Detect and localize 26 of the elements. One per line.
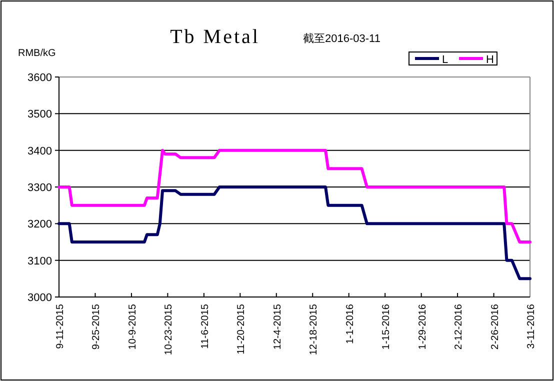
y-tick-label: 3200 — [28, 218, 52, 231]
y-tick-label: 3300 — [28, 182, 52, 194]
x-tick-label: 12-18-2015 — [308, 304, 320, 356]
x-tick-label: 1-29-2016 — [417, 304, 428, 350]
x-tick-label: 1-15-2016 — [381, 304, 392, 350]
x-tick-label: 2-12-2016 — [454, 304, 465, 350]
x-tick-label: 12-4-2015 — [272, 304, 284, 350]
chart-title: Tb Metal — [170, 26, 260, 48]
x-tick-label: 11-6-2015 — [200, 304, 211, 349]
chart-subtitle: 截至2016-03-11 — [303, 32, 380, 45]
x-tick-label: 9-25-2015 — [91, 304, 102, 350]
y-tick-label: 3000 — [28, 292, 52, 304]
x-tick-label: 3-11-2016 — [526, 304, 537, 349]
x-tick-label: 10-23-2015 — [164, 304, 175, 356]
y-axis-title: RMB/kG — [18, 48, 56, 59]
y-tick-label: 3500 — [28, 108, 52, 121]
x-tick-label: 9-11-2015 — [55, 304, 66, 349]
x-tick-label: 2-26-2016 — [490, 304, 501, 350]
legend-label: H — [486, 54, 494, 66]
legend-label: L — [442, 54, 448, 66]
x-tick-label: 10-9-2015 — [127, 304, 138, 350]
y-tick-label: 3600 — [28, 72, 52, 84]
y-tick-label: 3400 — [28, 145, 52, 158]
x-tick-label: 11-20-2015 — [236, 304, 248, 354]
y-tick-label: 3100 — [28, 255, 52, 268]
x-tick-label: 1-1-2016 — [344, 304, 356, 344]
